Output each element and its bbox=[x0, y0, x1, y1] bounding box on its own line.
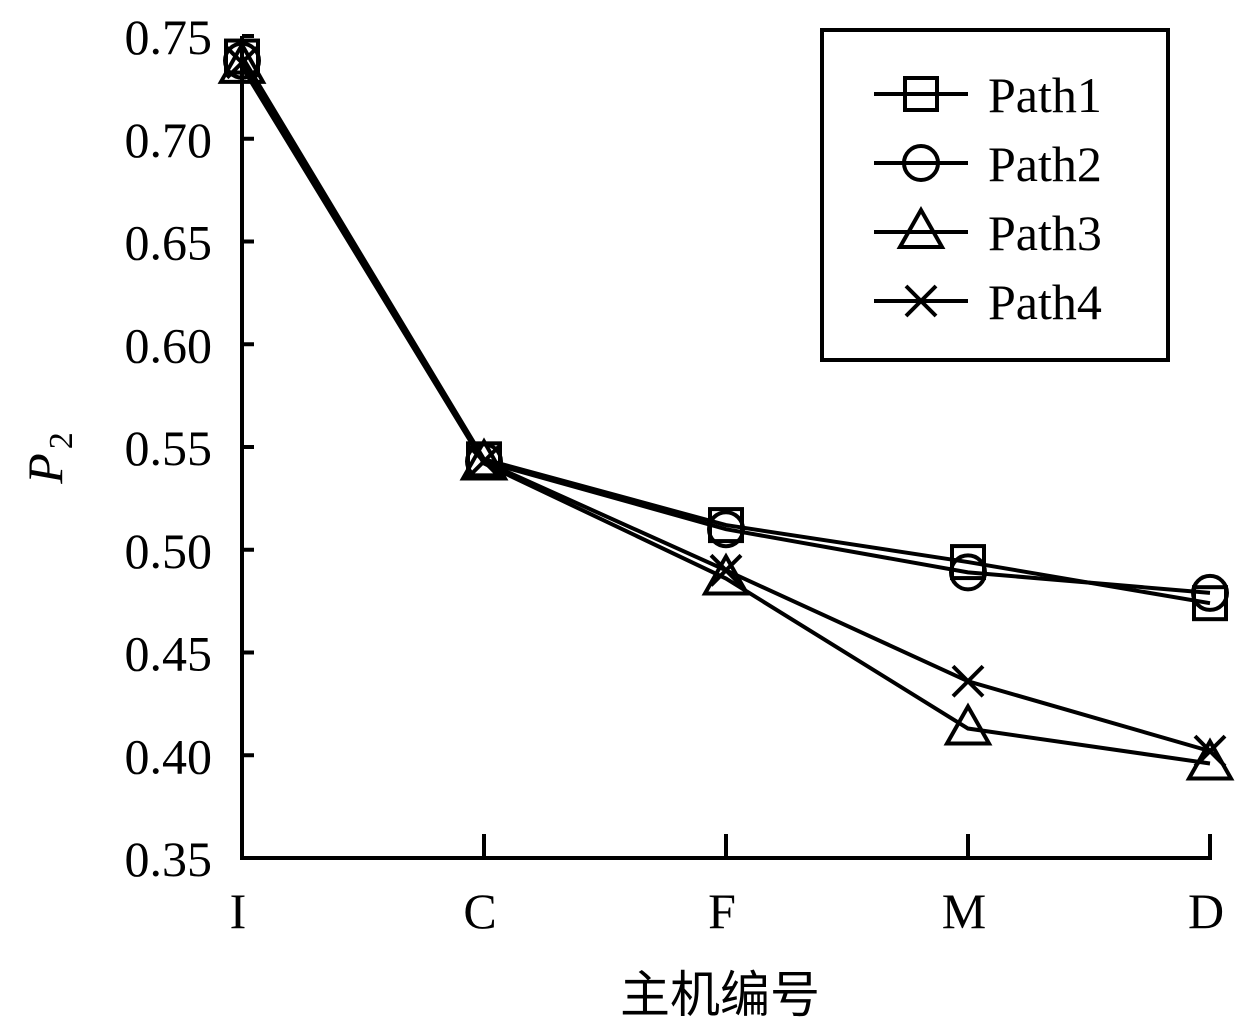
svg-text:P2: P2 bbox=[17, 432, 80, 485]
x-marker bbox=[709, 553, 743, 587]
x-marker bbox=[951, 664, 985, 698]
square-marker bbox=[950, 544, 986, 581]
y-tick-label: 0.50 bbox=[125, 523, 213, 579]
legend-x-marker bbox=[904, 284, 938, 318]
y-tick-label: 0.40 bbox=[125, 728, 213, 784]
y-tick-label: 0.60 bbox=[125, 317, 213, 373]
x-marker bbox=[1193, 734, 1227, 768]
y-ticks: 0.35 0.40 0.45 0.50 0.55 0.60 0.65 0.70 0.75 bbox=[125, 9, 254, 887]
circle-marker bbox=[707, 510, 745, 549]
x-tick-label: D bbox=[1188, 883, 1224, 939]
series-layer bbox=[217, 38, 1235, 781]
legend-label: Path1 bbox=[988, 67, 1102, 123]
legend-box bbox=[820, 28, 1170, 362]
legend: Path1 Path2 Path3 Path4 bbox=[820, 28, 1170, 362]
y-tick-label: 0.55 bbox=[125, 420, 213, 476]
legend-square-marker bbox=[903, 76, 939, 112]
x-tick-label: M bbox=[942, 883, 986, 939]
x-tick-label: F bbox=[708, 883, 736, 939]
y-axis-title-main: P bbox=[17, 453, 73, 485]
x-marker bbox=[467, 444, 501, 478]
y-tick-label: 0.75 bbox=[125, 9, 213, 65]
x-axis-title: 主机编号 bbox=[620, 967, 820, 1023]
legend-circle-marker bbox=[902, 144, 940, 182]
x-tick-label: I bbox=[230, 883, 247, 939]
legend-item: Path3 bbox=[874, 205, 1102, 261]
y-tick-label: 0.45 bbox=[125, 626, 213, 682]
circle-marker bbox=[949, 553, 987, 592]
legend-label: Path2 bbox=[988, 136, 1102, 192]
x-marker bbox=[225, 46, 259, 80]
y-tick-label: 0.65 bbox=[125, 215, 213, 271]
legend-triangle-marker bbox=[896, 205, 946, 249]
legend-items: Path1 Path2 Path3 Path4 bbox=[874, 67, 1102, 330]
series-path4 bbox=[225, 46, 1227, 768]
x-tick-label: C bbox=[463, 883, 496, 939]
square-marker bbox=[1192, 585, 1228, 622]
legend-item: Path2 bbox=[874, 136, 1102, 192]
legend-label: Path3 bbox=[988, 205, 1102, 261]
y-axis-title-subscript: 2 bbox=[43, 432, 80, 449]
legend-item: Path1 bbox=[874, 67, 1102, 123]
y-tick-label: 0.70 bbox=[125, 112, 213, 168]
triangle-marker bbox=[217, 40, 267, 84]
y-axis-title: P2 bbox=[17, 432, 80, 485]
legend-item: Path4 bbox=[874, 274, 1102, 330]
triangle-marker bbox=[459, 437, 509, 481]
y-tick-label: 0.35 bbox=[125, 831, 213, 887]
circle-marker bbox=[1191, 573, 1229, 612]
legend-label: Path4 bbox=[988, 274, 1102, 330]
triangle-marker bbox=[943, 702, 993, 746]
